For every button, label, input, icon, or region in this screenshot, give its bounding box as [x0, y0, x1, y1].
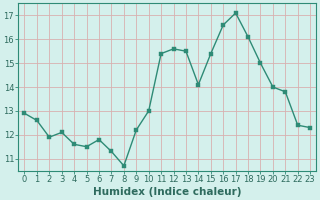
- X-axis label: Humidex (Indice chaleur): Humidex (Indice chaleur): [93, 187, 242, 197]
